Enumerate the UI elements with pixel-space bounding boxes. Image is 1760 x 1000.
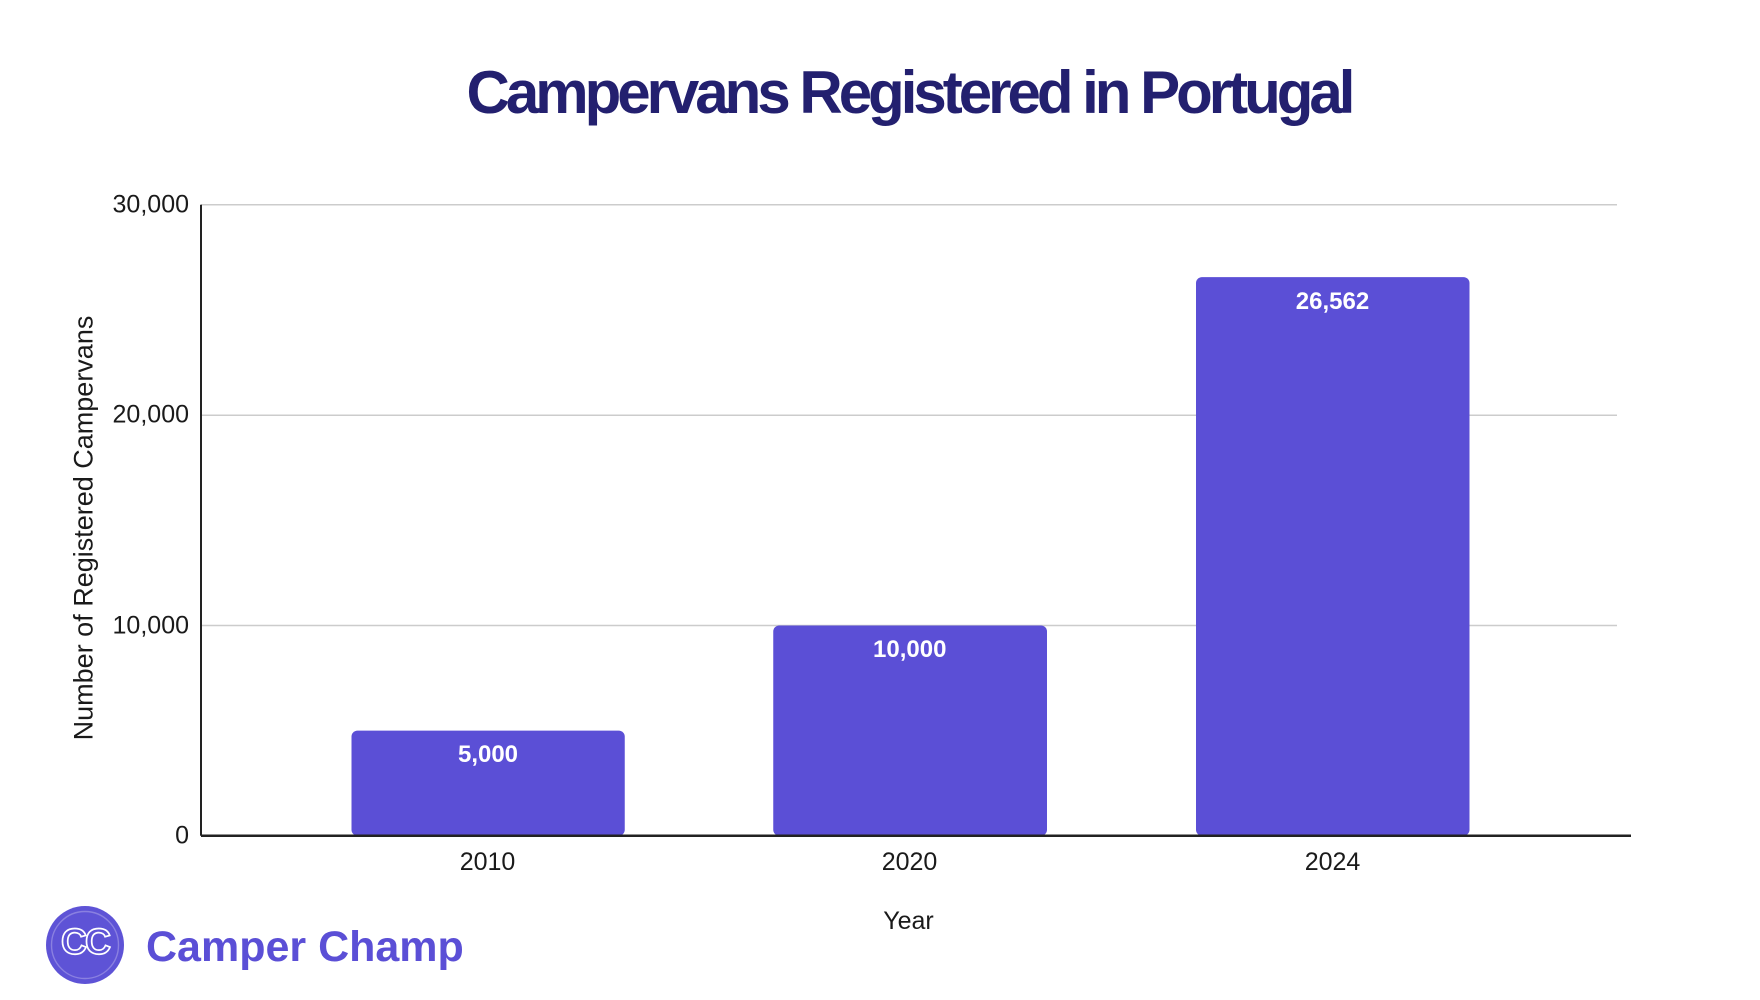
svg-text:C: C bbox=[61, 921, 87, 962]
svg-text:C: C bbox=[85, 921, 111, 962]
